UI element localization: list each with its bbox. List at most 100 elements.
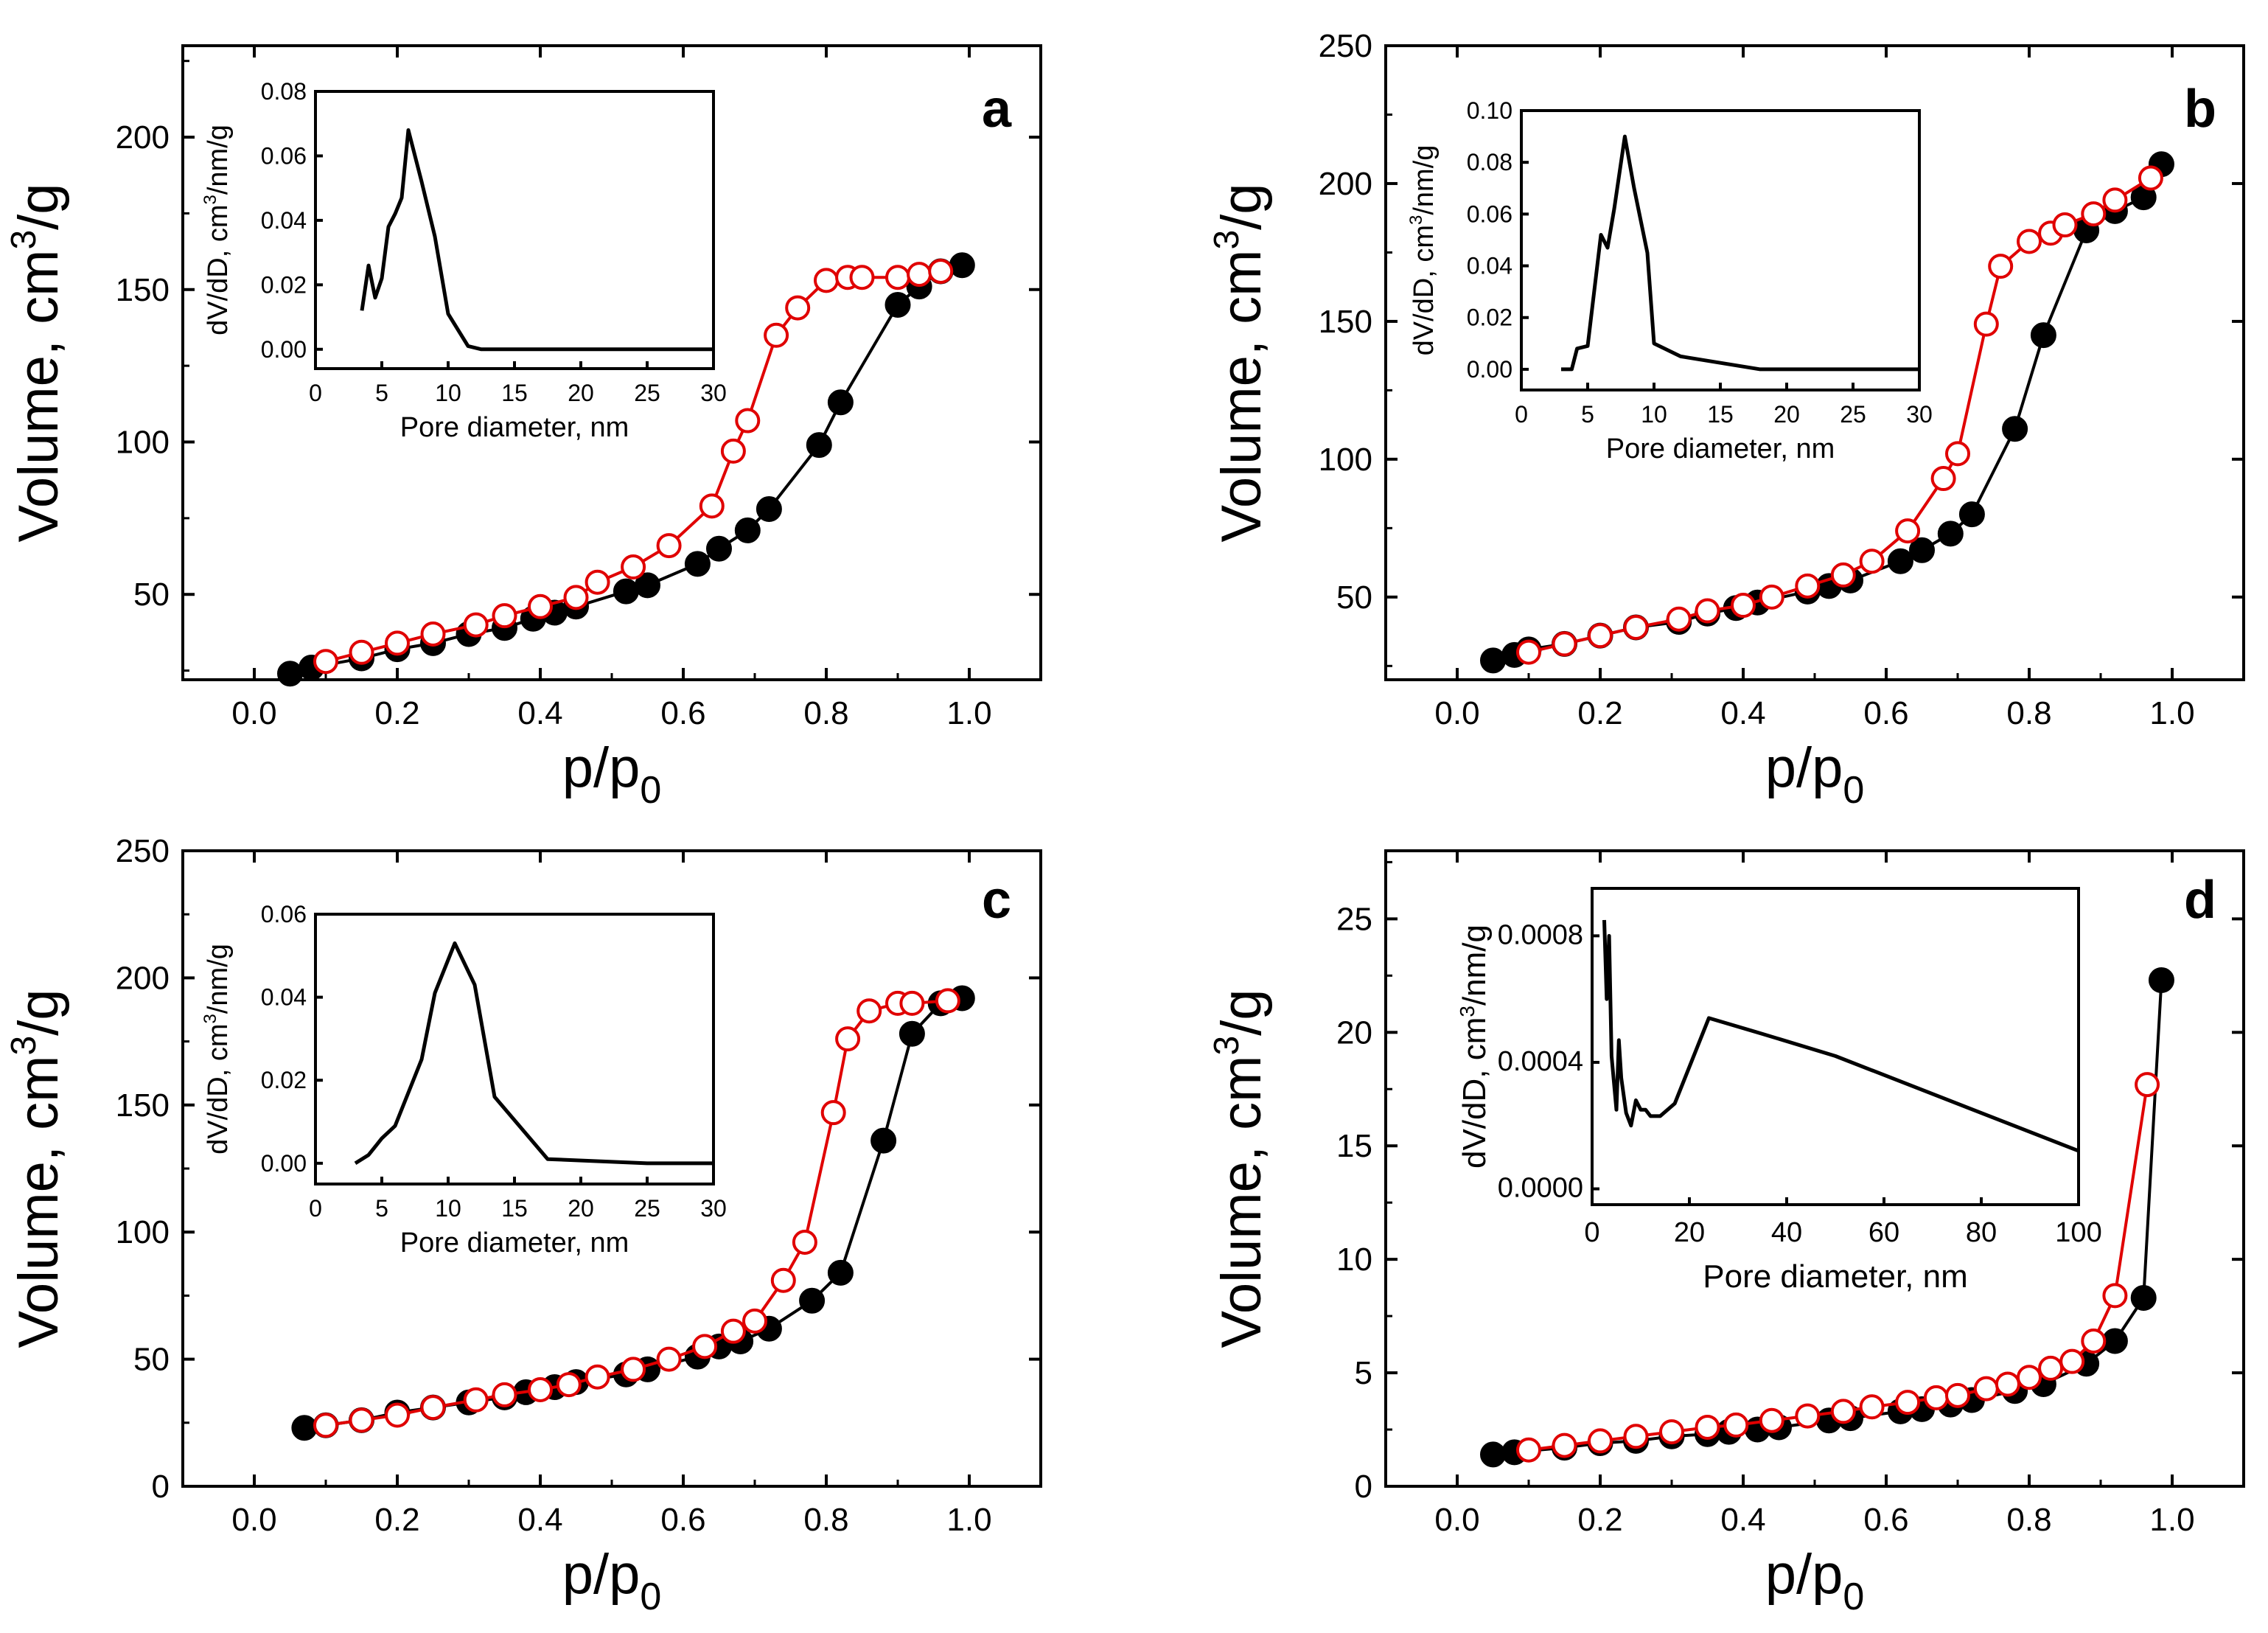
adsorption-point <box>799 1287 826 1314</box>
y-tick-label: 250 <box>1319 28 1372 64</box>
inset-y-tick-label: 0.04 <box>261 207 307 234</box>
desorption-point <box>656 1346 682 1372</box>
desorption-point <box>2059 1348 2085 1374</box>
inset-y-tick-label: 0.02 <box>261 271 307 298</box>
inset-y-tick-label: 0.04 <box>261 984 307 1011</box>
inset-y-axis-label: dV/dD, cm3/nm/g <box>1406 145 1440 356</box>
x-tick-label: 1.0 <box>946 695 991 731</box>
y-axis-label-superscript: 3 <box>1207 230 1246 250</box>
desorption-point <box>1923 1385 1949 1410</box>
adsorption-point <box>1958 501 1985 528</box>
panel-letter: d <box>2184 871 2216 930</box>
x-axis-label: p/p0 <box>1765 737 1865 812</box>
desorption-point <box>1930 466 1956 492</box>
y-tick-label: 100 <box>116 1214 170 1250</box>
panel-a: 0.0 0.2 0.4 0.6 0.8 1.050100150200p/p0Volume,… <box>4 44 1042 812</box>
desorption-point <box>2017 1365 2042 1390</box>
desorption-point <box>1973 311 1999 337</box>
desorption-point <box>792 1229 817 1255</box>
desorption-point <box>1895 518 1921 544</box>
desorption-point <box>1723 1412 1749 1438</box>
y-tick-label: 0 <box>1355 1469 1372 1505</box>
inset-x-tick-label: 20 <box>568 1195 594 1222</box>
desorption-point <box>556 1372 582 1398</box>
desorption-point <box>621 1357 646 1382</box>
adsorption-point <box>827 1259 854 1286</box>
inset-y-tick-label: 0.0008 <box>1498 919 1583 950</box>
x-axis-label-subscript: 0 <box>1843 769 1864 812</box>
x-tick-label: 0.6 <box>1863 695 1908 731</box>
desorption-point <box>1945 441 1970 467</box>
desorption-point <box>492 603 517 629</box>
desorption-point <box>2138 165 2163 191</box>
adsorption-point <box>1480 1441 1506 1468</box>
desorption-point <box>2102 187 2128 213</box>
desorption-point <box>313 649 338 675</box>
y-tick-label: 150 <box>1319 304 1372 340</box>
y-axis-label: Volume, cm3/g <box>1207 989 1273 1348</box>
adsorption-point <box>291 1415 318 1441</box>
x-tick-label: 0.6 <box>660 1502 705 1538</box>
desorption-point <box>1988 254 2014 279</box>
inset-x-axis-label: Pore diameter, nm <box>1703 1258 1968 1295</box>
inset-x-tick-label: 15 <box>501 1195 528 1222</box>
desorption-point <box>349 639 374 665</box>
x-tick-label: 1.0 <box>2149 695 2194 731</box>
adsorption-point <box>827 389 854 416</box>
inset-x-tick-label: 20 <box>568 380 594 406</box>
inset-y-axis-label: dV/dD, cm3/nm/g <box>200 944 234 1155</box>
inset-y-axis-label-tail: /nm/g <box>1409 145 1440 215</box>
panel-c: 0.0 0.2 0.4 0.6 0.8 1.0050100150200250p/p0Vol… <box>4 833 1042 1618</box>
adsorption-point <box>899 1020 925 1047</box>
desorption-point <box>770 1267 796 1293</box>
inset-frame <box>314 913 715 1185</box>
desorption-point <box>1588 623 1613 649</box>
desorption-point <box>849 265 875 290</box>
y-axis-label-main: Volume, cm <box>7 1056 70 1348</box>
desorption-point <box>1659 1419 1684 1445</box>
inset-y-tick-label: 0.06 <box>1467 201 1512 227</box>
x-tick-label: 0.8 <box>803 1502 848 1538</box>
inset-y-tick-label: 0.08 <box>261 78 307 105</box>
inset-y-tick-label: 0.06 <box>261 901 307 927</box>
y-tick-label: 25 <box>1336 901 1372 937</box>
inset-x-tick-label: 30 <box>700 380 727 406</box>
desorption-point <box>907 262 932 288</box>
inset-c: 0 5 10 15 20 25 30 0.00 0.02 0.04 0.06 Pore diamete… <box>200 901 727 1258</box>
y-tick-label: 150 <box>116 272 170 308</box>
x-axis-label-subscript: 0 <box>1843 1575 1864 1618</box>
inset-x-axis-label: Pore diameter, nm <box>400 412 629 443</box>
inset-x-tick-label: 5 <box>375 380 388 406</box>
desorption-point <box>692 1334 718 1359</box>
panel-letter: a <box>982 80 1012 139</box>
x-axis-label-main: p/p <box>562 1543 641 1606</box>
y-axis-label-superscript: 3 <box>4 1036 43 1056</box>
y-tick-label: 15 <box>1336 1128 1372 1164</box>
desorption-point <box>785 295 811 321</box>
pore-size-distribution-line <box>1602 919 2079 1153</box>
inset-x-tick-label: 15 <box>501 380 528 406</box>
adsorption-point <box>706 535 732 562</box>
inset-x-tick-label: 20 <box>1674 1217 1705 1248</box>
y-tick-label: 200 <box>116 119 170 156</box>
desorption-point <box>1830 562 1856 588</box>
x-tick-label: 0.4 <box>1720 1502 1765 1538</box>
adsorption-point <box>613 578 639 605</box>
y-tick-label: 100 <box>1319 442 1372 478</box>
x-tick-label: 0.2 <box>374 695 419 731</box>
x-tick-label: 0.6 <box>1863 1502 1908 1538</box>
y-axis-label-superscript: 3 <box>1207 1036 1246 1056</box>
adsorption-point <box>277 661 303 687</box>
desorption-point <box>1552 631 1577 657</box>
x-axis-label: p/p0 <box>1765 1543 1865 1618</box>
desorption-point <box>742 1308 767 1334</box>
y-axis-label: Volume, cm3/g <box>1207 183 1273 542</box>
inset-x-tick-label: 40 <box>1771 1217 1802 1248</box>
desorption-point <box>1795 1403 1821 1429</box>
desorption-point <box>899 990 925 1016</box>
y-tick-label: 150 <box>116 1087 170 1124</box>
desorption-point <box>2081 201 2107 227</box>
x-axis-label-main: p/p <box>562 737 641 799</box>
y-tick-label: 50 <box>1336 579 1372 616</box>
inset-frame <box>1591 887 2080 1206</box>
